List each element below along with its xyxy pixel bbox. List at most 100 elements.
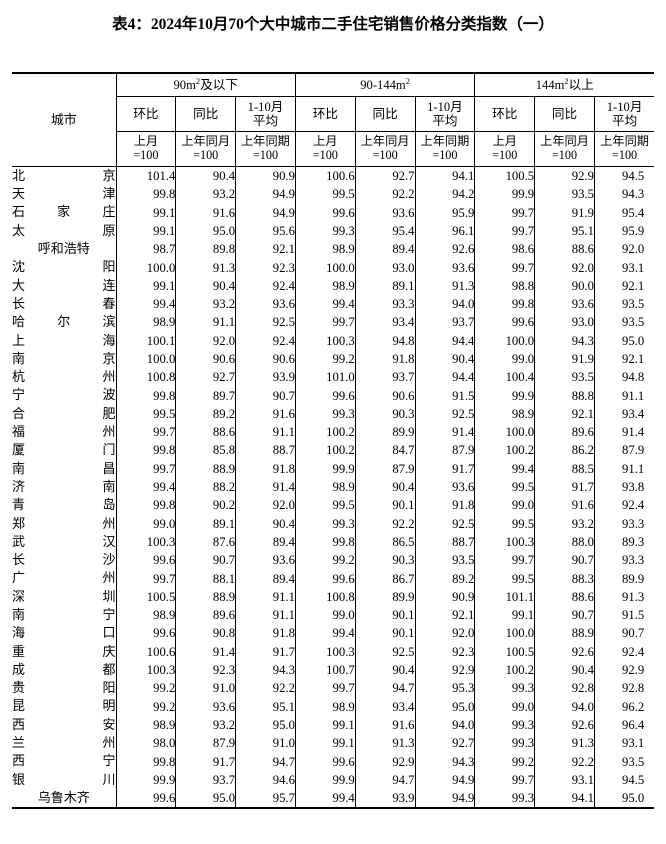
index-value-cell: 99.8 [295, 532, 356, 552]
index-value-cell: 95.0 [594, 789, 655, 810]
index-value-cell: 91.3 [355, 734, 416, 753]
index-value-cell: 90.8 [175, 624, 237, 643]
city-name-label: 贵阳 [12, 680, 116, 696]
index-value-cell: 90.6 [175, 349, 237, 369]
index-value-cell: 87.6 [175, 532, 237, 552]
index-value-cell: 91.0 [175, 679, 237, 698]
index-value-cell: 93.5 [622, 297, 645, 312]
index-value-cell: 94.3 [534, 331, 595, 350]
table-row: 沈阳 100.0 91.3 92.3 100.0 93.0 93.6 99.7 92.0 93.1 [12, 258, 654, 277]
index-value-cell: 88.6 [175, 423, 237, 442]
index-value-cell: 94.4 [415, 331, 476, 350]
index-value-cell: 91.6 [355, 715, 416, 735]
index-value-cell: 92.5 [235, 313, 296, 332]
index-value-cell: 93.0 [355, 258, 416, 277]
base-lastyearmonth-g2: 上年同月 =100 [355, 131, 416, 167]
index-value-cell: 99.0 [116, 514, 177, 533]
city-name-cell: 银川 [12, 770, 117, 790]
index-value-cell: 90.4 [415, 349, 476, 369]
index-value-cell: 100.3 [295, 642, 356, 662]
city-header-label: 城市 [50, 112, 77, 127]
table-row: 上海 100.1 92.0 92.4 100.3 94.8 94.4 100.0 94.3 95.… [12, 331, 654, 350]
index-value-cell: 91.7 [415, 459, 476, 479]
index-value-cell: 91.3 [415, 276, 476, 296]
city-name-cell: 长春 [12, 295, 117, 314]
index-value-cell: 99.8 [116, 185, 177, 204]
index-value-cell: 99.8 [116, 752, 177, 771]
index-value-cell: 100.0 [116, 258, 177, 277]
index-value-cell: 94.2 [415, 185, 476, 204]
index-value-cell: 91.4 [622, 425, 645, 440]
index-value-cell: 99.4 [116, 478, 177, 497]
table-row: 武汉 100.3 87.6 89.4 99.8 86.5 88.7 100.3 88.0 89.3 [12, 532, 654, 552]
index-value-cell: 90.7 [175, 551, 237, 570]
index-value-cell: 99.4 [474, 459, 536, 479]
table-row: 长春 99.4 93.2 93.6 99.4 93.3 94.0 99.8 93.6 93.5 [12, 295, 654, 314]
table-row: 大连 99.1 90.4 92.4 98.9 89.1 91.3 98.8 90.0 92.1 [12, 276, 654, 296]
index-value-cell: 100.5 [116, 587, 177, 607]
city-name-cell: 厦门 [12, 441, 117, 460]
superscript-2: 2 [564, 76, 569, 87]
index-value-cell: 89.9 [622, 571, 645, 586]
index-value-cell: 92.6 [415, 240, 476, 259]
index-value-cell: 85.8 [175, 441, 237, 460]
index-value-cell: 100.2 [295, 423, 356, 442]
city-name-cell: 南昌 [12, 459, 117, 479]
index-value-cell: 99.7 [474, 551, 536, 570]
city-name-cell: 乌鲁木齐 [12, 789, 117, 810]
index-value-cell: 99.3 [474, 734, 536, 753]
city-name-label: 青岛 [12, 497, 116, 513]
index-value-cell: 98.9 [295, 478, 356, 497]
index-value-cell: 89.4 [355, 240, 416, 259]
index-value-cell: 99.9 [116, 770, 177, 790]
index-value-cell: 91.4 [175, 642, 237, 662]
index-value-cell: 92.0 [622, 242, 645, 257]
index-value-cell: 90.4 [534, 661, 595, 680]
index-value-cell: 99.2 [295, 349, 356, 369]
index-value-cell: 99.5 [474, 478, 536, 497]
index-value-cell: 91.4 [235, 478, 296, 497]
index-value-cell: 99.3 [474, 715, 536, 735]
table-row: 海口 99.6 90.8 91.8 99.4 90.1 92.0 100.0 88.9 90.7 [12, 624, 654, 643]
city-name-label: 南昌 [12, 460, 116, 476]
index-value-cell: 99.4 [116, 295, 177, 314]
index-value-cell: 90.9 [235, 166, 296, 186]
index-value-cell: 91.8 [235, 459, 296, 479]
index-value-cell: 90.3 [355, 551, 416, 570]
index-value-cell: 93.3 [622, 516, 645, 531]
index-value-cell: 99.6 [474, 313, 536, 332]
index-value-cell: 92.4 [235, 276, 296, 296]
index-value-cell: 93.4 [355, 697, 416, 716]
index-value-cell: 90.7 [534, 551, 595, 570]
index-value-cell: 92.7 [175, 368, 237, 387]
city-name-label: 武汉 [12, 533, 116, 549]
city-name-label: 兰州 [12, 735, 116, 751]
index-value-cell: 99.0 [474, 697, 536, 716]
index-value-cell: 99.2 [116, 679, 177, 698]
index-value-cell: 92.5 [415, 404, 476, 424]
index-value-cell: 99.1 [116, 221, 177, 241]
city-name-cell: 重庆 [12, 642, 117, 662]
index-value-cell: 91.6 [534, 496, 595, 515]
index-value-cell: 93.0 [534, 313, 595, 332]
index-value-cell: 91.5 [415, 386, 476, 405]
index-value-cell: 93.5 [415, 551, 476, 570]
index-value-cell: 93.6 [235, 295, 296, 314]
index-value-cell: 94.7 [355, 679, 416, 698]
index-value-cell: 93.6 [355, 203, 416, 222]
index-value-cell: 99.9 [295, 459, 356, 479]
group-header-90to144: 90-144m2 [295, 72, 476, 97]
index-value-cell: 99.3 [474, 789, 536, 810]
index-value-cell: 99.5 [295, 185, 356, 204]
index-value-cell: 91.8 [415, 496, 476, 515]
index-value-cell: 89.3 [622, 534, 645, 549]
index-value-cell: 92.0 [415, 624, 476, 643]
index-value-cell: 93.7 [415, 313, 476, 332]
table-row: 重庆 100.6 91.4 91.7 100.3 92.5 92.3 100.5 92.6 92.… [12, 642, 654, 662]
city-name-cell: 宁波 [12, 386, 117, 405]
index-value-cell: 91.3 [534, 734, 595, 753]
index-value-cell: 92.4 [235, 331, 296, 350]
base-lastyearmonth-g1: 上年同月 =100 [175, 131, 237, 167]
index-value-cell: 100.8 [116, 368, 177, 387]
index-value-cell: 95.0 [175, 789, 237, 810]
